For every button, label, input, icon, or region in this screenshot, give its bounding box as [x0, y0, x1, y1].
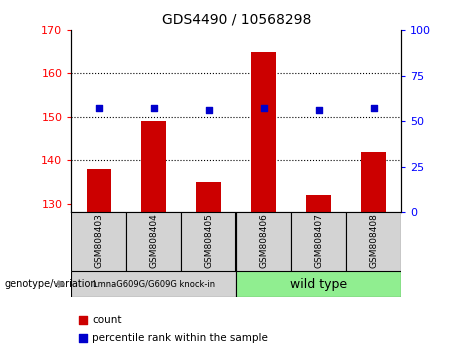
- Bar: [361, 152, 386, 212]
- Text: wild type: wild type: [290, 278, 347, 291]
- Text: GSM808406: GSM808406: [259, 213, 268, 268]
- Point: [79, 335, 87, 341]
- Text: percentile rank within the sample: percentile rank within the sample: [92, 333, 268, 343]
- Bar: [87, 169, 111, 212]
- Text: genotype/variation: genotype/variation: [5, 279, 97, 289]
- Bar: [126, 212, 181, 271]
- Text: GSM808405: GSM808405: [204, 213, 213, 268]
- Point: [150, 105, 158, 111]
- Text: GSM808404: GSM808404: [149, 213, 159, 268]
- Text: GSM808403: GSM808403: [95, 213, 103, 268]
- Point: [205, 108, 213, 113]
- Point: [260, 105, 267, 111]
- Point: [95, 105, 103, 111]
- Text: count: count: [92, 315, 122, 325]
- Text: GSM808408: GSM808408: [369, 213, 378, 268]
- Bar: [291, 212, 346, 271]
- Bar: [306, 195, 331, 212]
- Point: [315, 108, 322, 113]
- Bar: [71, 271, 236, 297]
- Text: LmnaG609G/G609G knock-in: LmnaG609G/G609G knock-in: [93, 280, 215, 289]
- Bar: [346, 212, 401, 271]
- Bar: [142, 121, 166, 212]
- Bar: [196, 182, 221, 212]
- Bar: [236, 271, 401, 297]
- Text: GSM808407: GSM808407: [314, 213, 323, 268]
- Bar: [236, 212, 291, 271]
- Point: [370, 105, 377, 111]
- Title: GDS4490 / 10568298: GDS4490 / 10568298: [161, 12, 311, 26]
- Bar: [71, 212, 126, 271]
- Bar: [251, 52, 276, 212]
- Point: [79, 318, 87, 323]
- Bar: [181, 212, 236, 271]
